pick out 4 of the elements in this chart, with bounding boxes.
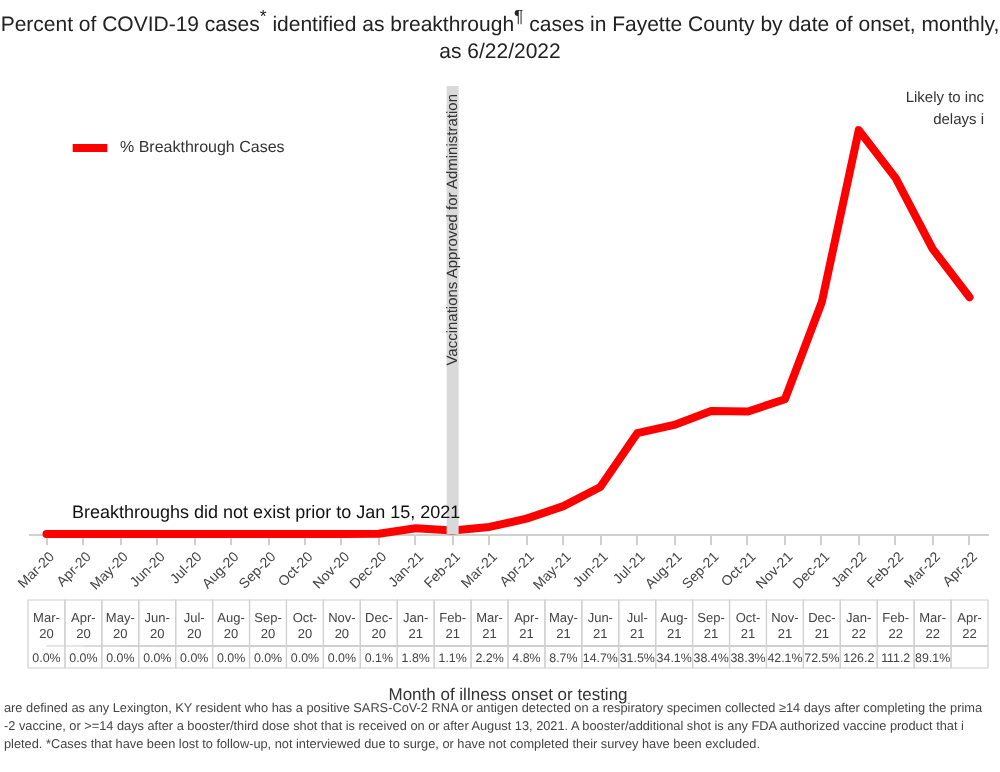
- legend-label: % Breakthrough Cases: [120, 138, 285, 156]
- text: Month of illness onset or testing: [388, 684, 629, 704]
- chart-title: Percent of COVID-19 cases$^{*}$ identified as breakthrough$^{¶}$ cases in Fayette County by date of onset, monthly, as 6/22/2022: [0, 4, 1000, 65]
- annotation: Breakthroughs did not exist prior to Jan 15, 2021: [72, 502, 461, 522]
